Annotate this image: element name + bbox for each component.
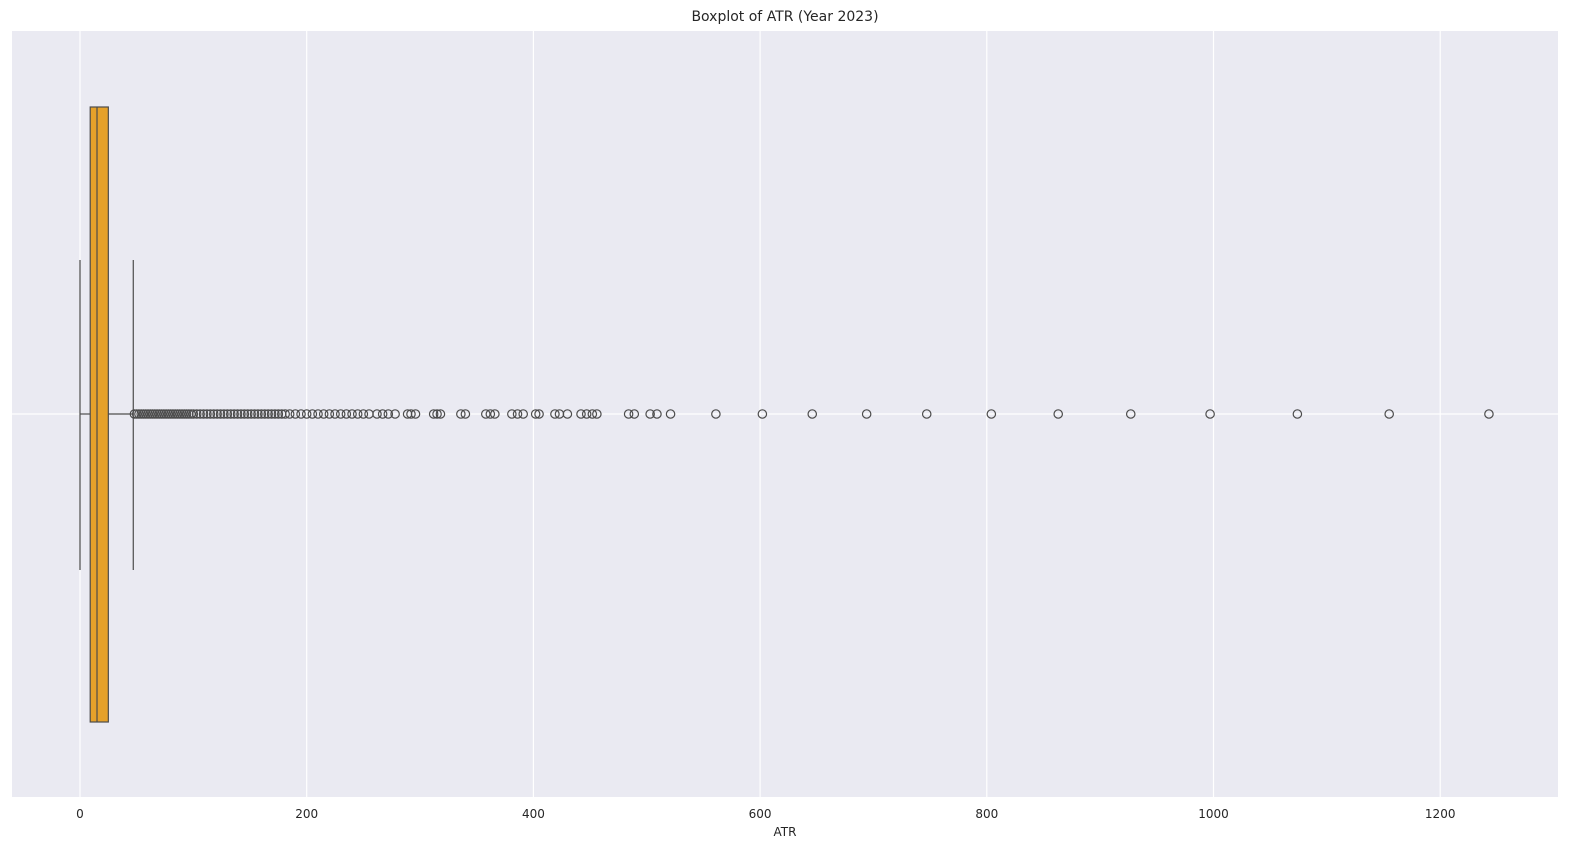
outlier-point xyxy=(284,409,295,419)
outlier-point xyxy=(259,409,270,419)
outlier-point xyxy=(456,409,466,419)
x-axis-label: ATR xyxy=(774,825,797,839)
outlier-point xyxy=(198,409,209,419)
outlier-point xyxy=(296,409,306,419)
iqr-box xyxy=(89,106,109,723)
outlier-point xyxy=(807,409,818,419)
outlier-point xyxy=(301,409,312,419)
outlier-point xyxy=(432,409,442,419)
outlier-point xyxy=(652,409,662,419)
x-tick-label: 1000 xyxy=(1198,807,1229,821)
outlier-point xyxy=(313,409,323,419)
outlier-point xyxy=(208,409,219,419)
outlier-point xyxy=(222,409,233,419)
outlier-point xyxy=(236,409,246,419)
outlier-point xyxy=(195,409,205,419)
outlier-point xyxy=(629,409,640,419)
outlier-point xyxy=(377,409,388,419)
outlier-point xyxy=(665,409,676,419)
outlier-point xyxy=(1384,409,1394,419)
outlier-point xyxy=(219,409,229,419)
outlier-point xyxy=(390,409,400,419)
outlier-point xyxy=(576,409,586,419)
outlier-point xyxy=(518,409,528,419)
outlier-point xyxy=(1484,409,1494,419)
outlier-point xyxy=(406,409,416,419)
outlier-point xyxy=(581,409,592,419)
outlier-point xyxy=(410,409,421,419)
outlier-point xyxy=(460,409,471,419)
outlier-point xyxy=(246,409,256,419)
outlier-point xyxy=(347,409,357,419)
x-tick-label: 400 xyxy=(522,807,545,821)
outlier-point xyxy=(263,409,273,419)
outlier-point xyxy=(550,409,560,419)
outlier-point xyxy=(256,409,267,419)
x-tick-label: 200 xyxy=(295,807,318,821)
x-tick-label: 0 xyxy=(76,807,84,821)
outlier-point xyxy=(645,409,655,419)
outlier-point xyxy=(507,409,517,419)
outlier-point xyxy=(215,409,226,419)
x-tick-label: 1200 xyxy=(1425,807,1456,821)
outlier-point xyxy=(229,409,239,419)
outlier-point xyxy=(623,409,634,419)
outlier-point xyxy=(587,409,598,419)
outlier-point xyxy=(242,409,253,419)
outlier-point xyxy=(188,409,199,419)
outlier-point xyxy=(335,409,346,419)
outlier-point xyxy=(861,409,872,419)
grid-lines xyxy=(12,31,1558,797)
outlier-point xyxy=(490,409,500,419)
outlier-point xyxy=(212,409,222,419)
outlier-points xyxy=(129,409,1494,419)
outlier-point xyxy=(1125,409,1136,419)
outlier-point xyxy=(512,409,523,419)
outlier-point xyxy=(318,409,329,419)
outlier-point xyxy=(191,409,202,419)
outlier-point xyxy=(757,409,768,419)
outlier-point xyxy=(270,409,280,419)
outlier-point xyxy=(352,409,363,419)
outlier-point xyxy=(280,409,290,419)
outlier-point xyxy=(225,409,236,419)
outlier-point xyxy=(273,409,284,419)
outlier-point xyxy=(341,409,352,419)
outlier-point xyxy=(1205,409,1215,419)
outlier-point xyxy=(711,409,721,419)
outlier-point xyxy=(592,409,602,419)
outlier-point xyxy=(307,409,318,419)
outlier-point xyxy=(372,409,382,419)
outlier-point xyxy=(290,409,301,419)
outlier-point xyxy=(986,409,997,419)
outlier-point xyxy=(205,409,216,419)
outlier-point xyxy=(480,409,491,419)
outlier-point xyxy=(1292,409,1303,419)
chart-title: Boxplot of ATR (Year 2023) xyxy=(691,9,878,25)
outlier-point xyxy=(921,409,932,419)
outlier-point xyxy=(383,409,394,419)
outlier-point xyxy=(435,409,446,419)
outlier-point xyxy=(266,409,277,419)
boxplot xyxy=(79,106,134,723)
x-axis-ticks: 0 200 400 600 800 1000 1200 xyxy=(76,807,1455,821)
outlier-point xyxy=(485,409,496,419)
outlier-point xyxy=(249,409,260,419)
outlier-point xyxy=(428,409,439,419)
outlier-point xyxy=(239,409,250,419)
x-tick-label: 600 xyxy=(749,807,772,821)
outlier-point xyxy=(562,409,573,419)
outlier-point xyxy=(1053,409,1064,419)
outlier-point xyxy=(253,409,263,419)
x-tick-label: 800 xyxy=(975,807,998,821)
outlier-point xyxy=(330,409,340,419)
outlier-point xyxy=(202,409,212,419)
outlier-point xyxy=(530,409,541,419)
outlier-point xyxy=(534,409,544,419)
outlier-point xyxy=(232,409,243,419)
outlier-point xyxy=(324,409,335,419)
outlier-point xyxy=(358,409,369,419)
